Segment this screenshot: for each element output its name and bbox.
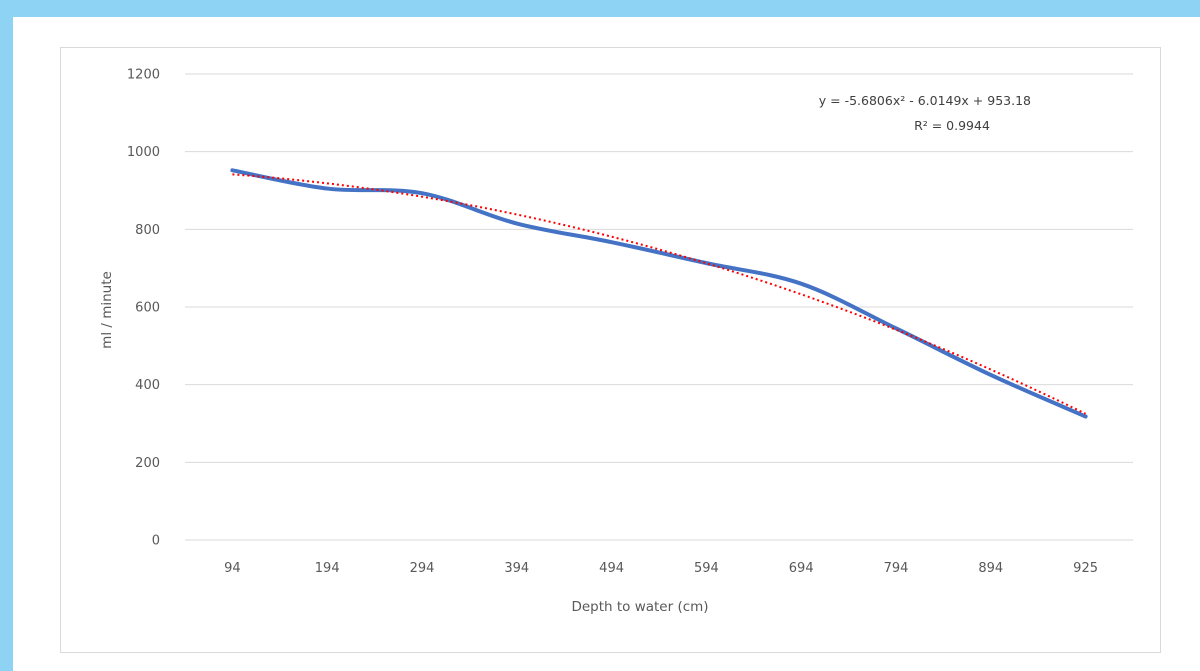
x-axis-title: Depth to water (cm) — [571, 599, 708, 615]
x-tick-label: 925 — [1073, 561, 1098, 576]
trendline — [232, 173, 1087, 415]
x-tick-label: 794 — [884, 561, 909, 576]
y-tick-label: 0 — [152, 534, 160, 549]
trendline-equation: y = -5.6806x² - 6.0149x + 953.18 — [819, 93, 1031, 108]
x-tick-label: 194 — [315, 561, 340, 576]
x-tick-label: 494 — [599, 561, 624, 576]
series-line — [230, 168, 1088, 419]
y-tick-labels: 0 200 400 600 800 1000 1200 — [127, 68, 160, 549]
x-tick-label: 594 — [694, 561, 719, 576]
y-tick-label: 600 — [135, 301, 160, 316]
chart-area — [60, 47, 1161, 653]
y-tick-label: 800 — [135, 223, 160, 238]
y-axis-title: ml / minute — [99, 271, 115, 349]
x-tick-label: 394 — [504, 561, 529, 576]
y-tick-label: 1000 — [127, 145, 160, 160]
frame-top-border — [0, 0, 1200, 17]
y-tick-label: 200 — [135, 456, 160, 471]
y-tick-label: 400 — [135, 378, 160, 393]
gridlines — [185, 73, 1133, 541]
x-tick-label: 94 — [224, 561, 241, 576]
y-tick-label: 1200 — [127, 68, 160, 83]
trendline-r-squared: R² = 0.9944 — [914, 118, 990, 133]
x-tick-label: 294 — [410, 561, 435, 576]
x-tick-label: 694 — [789, 561, 814, 576]
x-tick-labels: 94 194 294 394 494 594 694 794 894 925 — [224, 561, 1098, 576]
x-tick-label: 894 — [978, 561, 1003, 576]
frame-left-border — [0, 0, 13, 671]
